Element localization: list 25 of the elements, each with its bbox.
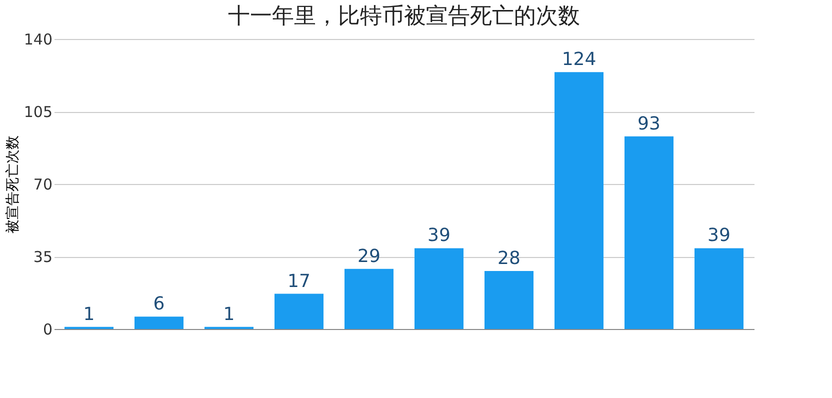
- data-label: 1: [83, 304, 95, 325]
- chart-title: 十一年里，比特币被宣告死亡的次数: [228, 4, 580, 29]
- y-tick-label: 140: [24, 30, 52, 48]
- bar: [344, 268, 394, 329]
- data-label: 1: [223, 304, 235, 325]
- data-label: 6: [153, 294, 165, 315]
- y-tick-label: 105: [24, 103, 52, 121]
- data-label: 17: [288, 270, 310, 292]
- bar: [694, 248, 744, 329]
- data-label: 124: [562, 49, 596, 70]
- data-label: 29: [358, 246, 380, 267]
- data-label: 39: [428, 225, 450, 246]
- y-axis-title: 被宣告死亡次数: [4, 136, 21, 234]
- bar: [484, 271, 534, 329]
- y-tick-label: 70: [33, 176, 52, 194]
- bar: [134, 316, 184, 329]
- bar: [624, 136, 674, 329]
- bar: [414, 248, 464, 329]
- bar: [554, 72, 604, 329]
- y-tick-label: 0: [42, 320, 52, 338]
- data-label: 93: [638, 113, 660, 134]
- bar: [274, 294, 324, 329]
- data-label: 28: [498, 248, 520, 269]
- data-label: 39: [708, 225, 730, 246]
- y-tick-label: 35: [33, 248, 52, 266]
